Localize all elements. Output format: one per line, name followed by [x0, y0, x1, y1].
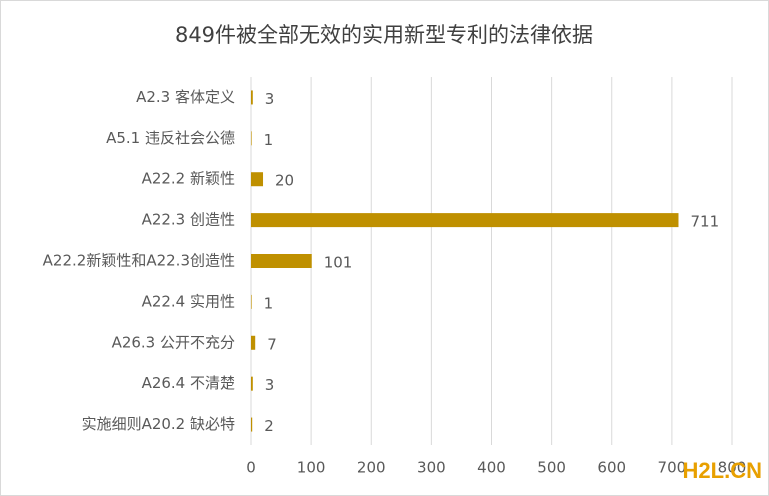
x-tick-label: 300 [417, 459, 446, 477]
bar [251, 376, 253, 391]
x-tick-label: 700 [658, 459, 687, 477]
x-tick-label: 400 [477, 459, 506, 477]
y-tick-label: A26.3 公开不充分 [112, 333, 235, 351]
bar [251, 131, 252, 146]
y-tick-label: A22.2新颖性和A22.3创造性 [43, 252, 235, 270]
y-tick-label: A26.4 不清楚 [142, 374, 235, 392]
y-tick-label: A2.3 客体定义 [136, 88, 235, 106]
x-tick-label: 500 [537, 459, 566, 477]
bar [251, 335, 256, 350]
value-label: 2 [264, 417, 274, 435]
y-tick-label: A22.2 新颖性 [142, 170, 235, 188]
y-tick-label: 实施细则A20.2 缺必特 [82, 415, 235, 433]
bar [251, 172, 264, 187]
value-label: 711 [690, 213, 719, 231]
bar [251, 417, 253, 432]
x-tick-label: 0 [246, 459, 256, 477]
value-label: 1 [264, 131, 274, 149]
chart-title: 849件被全部无效的实用新型专利的法律依据 [175, 23, 593, 47]
x-tick-label: 800 [718, 459, 747, 477]
bar [251, 294, 252, 309]
value-label: 20 [275, 172, 294, 190]
value-label: 3 [265, 90, 275, 108]
bar [251, 213, 679, 228]
y-tick-label: A22.4 实用性 [142, 292, 235, 310]
x-tick-label: 200 [357, 459, 386, 477]
y-tick-label: A5.1 违反社会公德 [106, 129, 235, 147]
bar [251, 254, 312, 268]
x-tick-label: 600 [597, 459, 626, 477]
bar [251, 90, 253, 105]
value-label: 7 [267, 335, 277, 353]
value-label: 1 [264, 294, 274, 312]
y-tick-label: A22.3 创造性 [142, 211, 235, 229]
watermark: H2L.CN [683, 458, 762, 483]
value-label: 101 [324, 254, 353, 272]
x-tick-label: 100 [297, 459, 326, 477]
value-label: 3 [265, 376, 275, 394]
